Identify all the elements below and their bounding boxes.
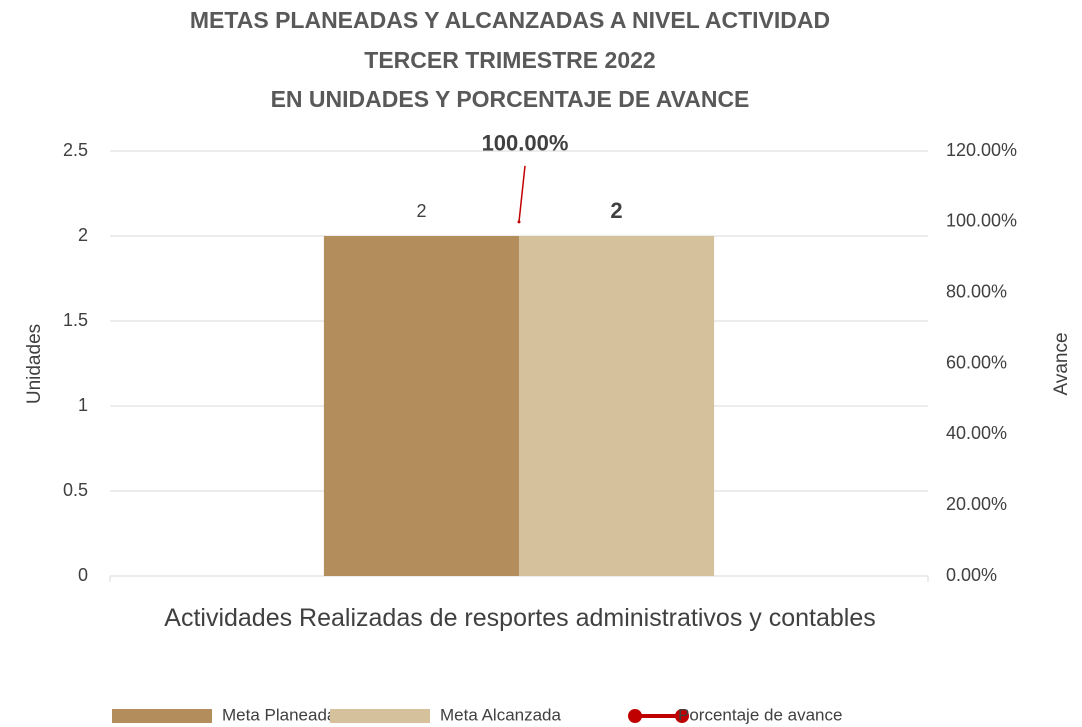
y-axis-title: Unidades [24,324,45,404]
y2-axis-title: Avance [1051,332,1072,395]
legend-swatch [628,709,642,723]
y2-tick-label: 20.00% [946,494,1007,514]
y-tick-label: 2.5 [63,140,88,160]
legend-label: Meta Planeada [222,705,337,724]
y-tick-label: 0.5 [63,480,88,500]
bar [519,236,715,576]
bar [323,236,519,576]
y2-tick-label: 80.00% [946,281,1007,301]
y-tick-label: 1.5 [63,310,88,330]
legend-swatch [675,709,689,723]
legend-label: Porcentaje de avance [678,705,842,724]
y2-tick-label: 0.00% [946,565,997,585]
y-tick-label: 1 [78,395,88,415]
legend-label: Meta Alcanzada [440,705,562,724]
data-label: 100.00% [482,131,569,156]
data-label: 2 [416,201,426,221]
y2-tick-label: 120.00% [946,140,1017,160]
x-tick-label: Actividades Realizadas de resportes admi… [164,604,876,632]
chart-title: METAS PLANEADAS Y ALCANZADAS A NIVEL ACT… [190,7,830,33]
y-tick-label: 2 [78,225,88,245]
data-label: 2 [610,198,622,223]
leader-line [518,165,526,222]
y2-tick-label: 40.00% [946,423,1007,443]
chart-title: EN UNIDADES Y PORCENTAJE DE AVANCE [271,86,750,112]
y2-tick-label: 100.00% [946,211,1017,231]
legend-swatch [112,709,212,723]
legend-swatch [330,709,430,723]
y-tick-label: 0 [78,565,88,585]
chart-title: TERCER TRIMESTRE 2022 [364,47,655,73]
y2-tick-label: 60.00% [946,352,1007,372]
